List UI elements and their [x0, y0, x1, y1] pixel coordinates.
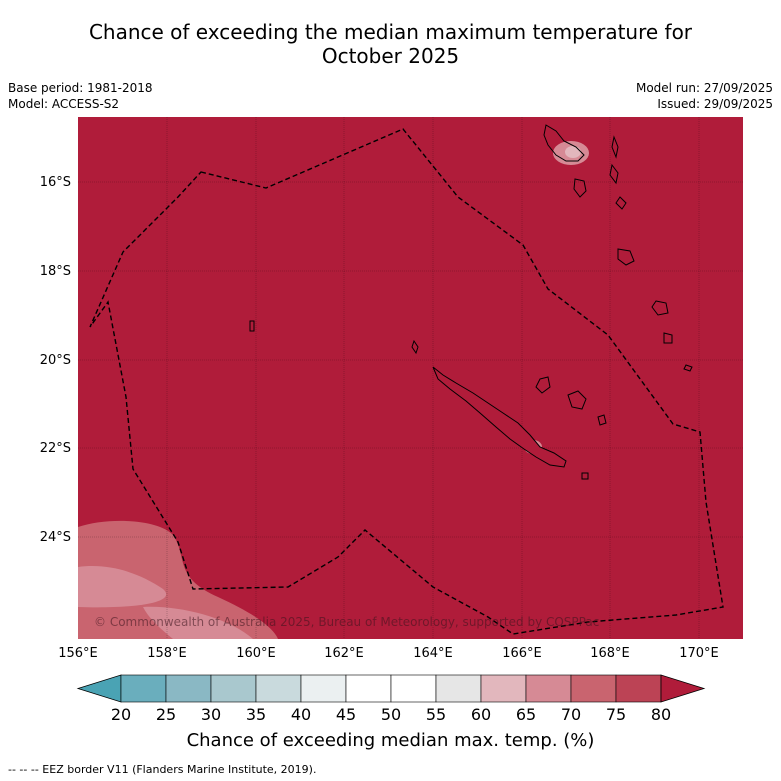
- lon-label-164e: 164°E: [413, 646, 453, 661]
- colorbar-under-arrow: [76, 674, 122, 703]
- lon-label-170e: 170°E: [679, 646, 719, 661]
- vanuatu-aneityum: [683, 364, 693, 372]
- colorbar-tick-70: 70: [560, 705, 582, 724]
- lat-label-18s: 18°S: [39, 264, 71, 279]
- colorbar-bin-55-60: [435, 674, 482, 703]
- issued-date: Issued: 29/09/2025: [657, 97, 773, 111]
- eez-border: [89, 128, 724, 635]
- probability-patch-65-70-b: [143, 606, 253, 639]
- colorbar-bin-50-55: [390, 674, 437, 703]
- colorbar-bin-45-50: [345, 674, 392, 703]
- colorbar-bin-65-70: [525, 674, 572, 703]
- map-canvas: [78, 117, 743, 639]
- eez-footnote: -- -- -- EEZ border V11 (Flanders Marine…: [8, 763, 317, 776]
- loyalty-island-3: [597, 414, 607, 426]
- probability-patch-70-75: [78, 520, 278, 639]
- probability-map: © Commonwealth of Australia 2025, Bureau…: [78, 117, 743, 639]
- colorbar-label: Chance of exceeding median max. temp. (%…: [186, 730, 595, 751]
- lon-label-166e: 166°E: [502, 646, 542, 661]
- colorbar-tick-60: 60: [470, 705, 492, 724]
- colorbar-tick-55: 55: [425, 705, 447, 724]
- colorbar-tick-80: 80: [650, 705, 672, 724]
- vanuatu-pentecost: [609, 163, 619, 185]
- lon-label-160e: 160°E: [236, 646, 276, 661]
- vanuatu-epi: [615, 196, 627, 210]
- colorbar-tick-65: 65: [515, 705, 537, 724]
- base-period: Base period: 1981-2018: [8, 81, 153, 95]
- lon-label-162e: 162°E: [324, 646, 364, 661]
- model-name: Model: ACCESS-S2: [8, 97, 120, 111]
- colorbar-over-arrow: [660, 674, 706, 703]
- lon-label-168e: 168°E: [590, 646, 630, 661]
- lon-label-156e: 156°E: [58, 646, 98, 661]
- loyalty-island-2: [567, 390, 587, 410]
- colorbar-bin-70-75: [570, 674, 617, 703]
- colorbar-tick-45: 45: [335, 705, 357, 724]
- lat-label-24s: 24°S: [39, 530, 71, 545]
- colorbar-bin-30-35: [210, 674, 257, 703]
- map-copyright: © Commonwealth of Australia 2025, Bureau…: [94, 615, 600, 629]
- colorbar-tick-50: 50: [380, 705, 402, 724]
- gridlines: [78, 117, 743, 639]
- lat-label-20s: 20°S: [39, 353, 71, 368]
- colorbar-tick-30: 30: [200, 705, 222, 724]
- new-caledonia-island: [432, 366, 567, 468]
- vanuatu-tanna: [663, 332, 673, 344]
- colorbar-bin-35-40: [255, 674, 302, 703]
- small-island-west: [249, 320, 255, 332]
- vanuatu-erromango: [651, 300, 669, 316]
- lat-label-16s: 16°S: [39, 175, 71, 190]
- colorbar-bin-25-30: [165, 674, 212, 703]
- colorbar-tick-40: 40: [290, 705, 312, 724]
- vanuatu-ambae: [611, 135, 619, 159]
- probability-patch-65-70: [78, 566, 167, 608]
- vanuatu-malekula: [573, 178, 587, 198]
- chart-title-line1: Chance of exceeding the median maximum t…: [88, 20, 693, 44]
- isle-of-pines: [581, 472, 589, 480]
- colorbar-tick-20: 20: [110, 705, 132, 724]
- loyalty-island-1: [535, 376, 551, 394]
- chart-title-line2: October 2025: [321, 44, 460, 68]
- colorbar-bin-75-80: [615, 674, 662, 703]
- belep-island: [411, 339, 419, 355]
- vanuatu-espiritu-santo: [543, 124, 585, 162]
- vanuatu-efate: [617, 248, 635, 266]
- colorbar-tick-75: 75: [605, 705, 627, 724]
- colorbar: [76, 674, 706, 703]
- colorbar-bin-40-45: [300, 674, 347, 703]
- colorbar-bin-60-65: [480, 674, 527, 703]
- lat-label-22s: 22°S: [39, 441, 71, 456]
- lon-label-158e: 158°E: [147, 646, 187, 661]
- colorbar-tick-25: 25: [155, 705, 177, 724]
- model-run: Model run: 27/09/2025: [635, 81, 773, 95]
- probability-patch-north-inner: [565, 146, 581, 158]
- colorbar-tick-35: 35: [245, 705, 267, 724]
- colorbar-bin-20-25: [120, 674, 167, 703]
